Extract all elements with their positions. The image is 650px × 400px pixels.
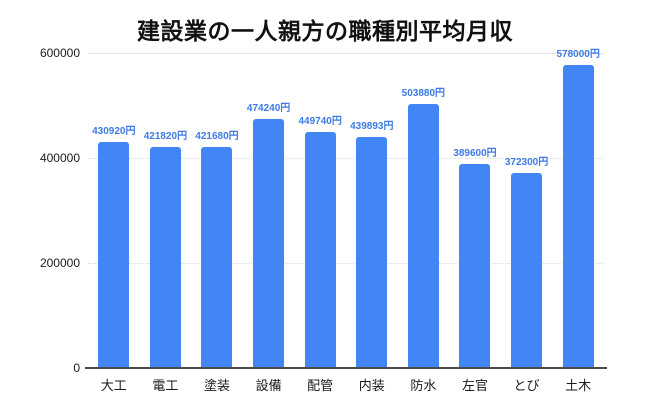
bar-slot-左官: 389600円 [449, 53, 501, 368]
bar-設備 [253, 119, 285, 368]
gridline-400000 [88, 158, 604, 159]
bar-配管 [304, 131, 336, 368]
value-label: 389600円 [453, 147, 497, 159]
value-label: 474240円 [246, 103, 291, 114]
bar-slot-塗装: 421680円 [191, 53, 243, 368]
y-tick-label: 0 [73, 361, 80, 375]
bar-slot-電工: 421820円 [140, 53, 192, 368]
bar-内装 [356, 137, 388, 368]
value-label: 503880円 [401, 87, 446, 99]
x-tick-label: 防水 [410, 378, 437, 393]
value-label: 449740円 [298, 115, 342, 127]
bar-塗装 [201, 146, 233, 368]
bar-slot-配管: 449740円 [294, 53, 346, 368]
x-tick-label: 内装 [358, 378, 385, 393]
bar-とび [511, 172, 543, 368]
bar-防水 [407, 103, 439, 368]
bars-layer: 430920円 421820円 421680円 474240円 449740円 43989… [88, 49, 604, 368]
bar-slot-土木: 578000円 [552, 49, 604, 368]
x-tick-label: 大工 [100, 378, 127, 393]
y-tick-label: 400000 [39, 151, 80, 165]
value-label: 430920円 [92, 125, 136, 137]
x-axis-line [85, 367, 607, 369]
x-tick-label: 土木 [565, 378, 592, 393]
gridline-200000 [88, 263, 604, 264]
x-tick-label: 塗装 [203, 378, 230, 393]
bar-大工 [98, 141, 130, 368]
bar-slot-大工: 430920円 [88, 53, 140, 368]
x-tick-label: 電工 [152, 378, 179, 393]
y-tick-label: 200000 [39, 256, 80, 270]
bar-slot-防水: 503880円 [398, 53, 450, 368]
x-tick-label: とび [513, 378, 540, 393]
value-label: 578000円 [556, 48, 600, 60]
x-tick-label: 左官 [461, 378, 488, 393]
value-label: 439893円 [350, 121, 394, 133]
value-label: 372300円 [504, 156, 549, 168]
value-label: 421820円 [143, 130, 188, 142]
bar-電工 [149, 146, 181, 368]
plot-area: 430920円 421820円 421680円 474240円 449740円 43989… [85, 49, 607, 369]
bar-slot-とび: 372300円 [501, 53, 553, 368]
gridline-600000 [88, 53, 604, 54]
bar-slot-設備: 474240円 [243, 53, 295, 368]
chart-title: 建設業の一人親方の職種別平均月収 [137, 18, 513, 44]
x-tick-label: 設備 [255, 378, 282, 393]
y-axis: 0 200000 400000 600000 [0, 46, 80, 375]
bar-slot-内装: 439893円 [346, 53, 398, 368]
bar-左官 [459, 163, 491, 368]
x-tick-label: 配管 [307, 378, 334, 393]
x-axis: 大工 電工 塗装 設備 配管 内装 防水 左官 とび 土木 [88, 375, 604, 394]
value-label: 421680円 [195, 130, 239, 142]
y-tick-label: 600000 [39, 46, 80, 60]
bar-土木 [562, 64, 594, 368]
